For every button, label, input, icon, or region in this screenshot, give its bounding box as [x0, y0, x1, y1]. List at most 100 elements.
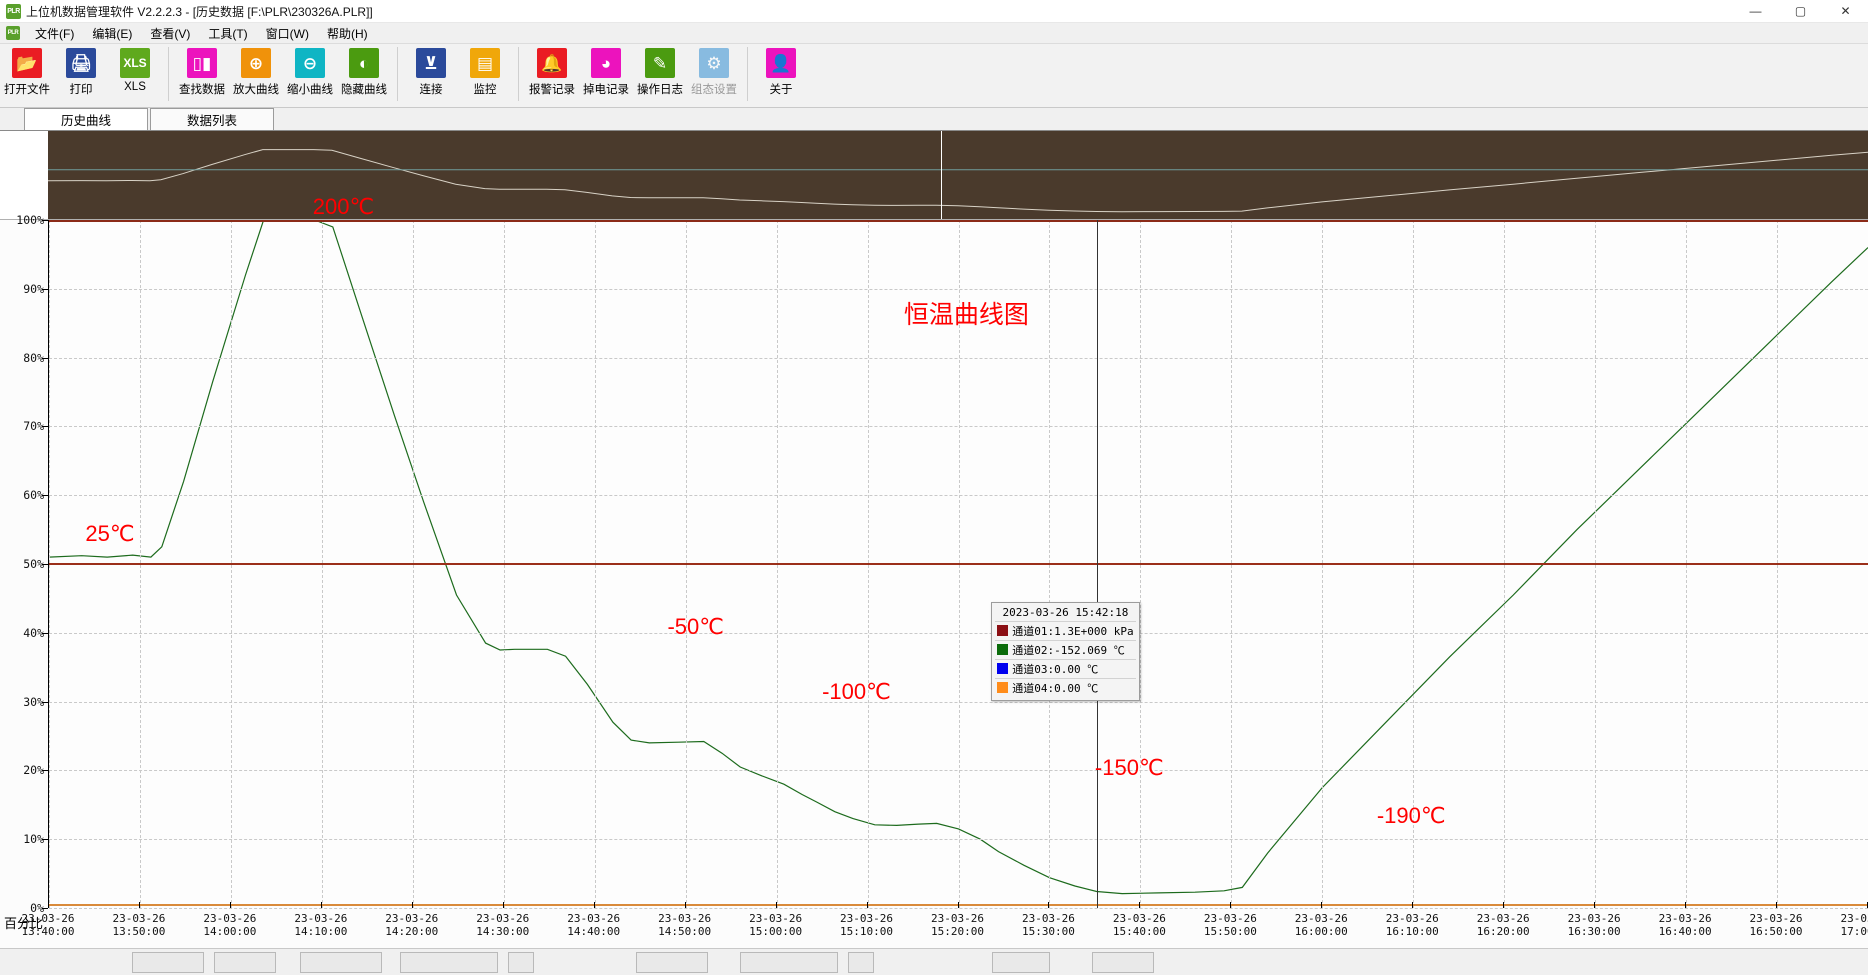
x-axis-tick-mark [48, 902, 49, 908]
bottom-control-7[interactable] [740, 952, 838, 973]
toolbar-button-operation-log[interactable]: ✎ 操作日志 [633, 45, 687, 106]
x-axis-tick-mark [593, 902, 595, 908]
close-button[interactable]: ✕ [1840, 4, 1851, 18]
plot-region[interactable]: 恒温曲线图 200℃ 25℃ -50℃ -100℃ -150℃ -190℃ 2023-03-2… [48, 195, 1868, 909]
toolbar-button-connect-plug[interactable]: ⊻ 连接 [404, 45, 458, 106]
menu-item-window[interactable]: 窗口(W) [265, 26, 309, 41]
y-axis-tick-label: 50% [23, 557, 44, 571]
x-axis-tick-date: 23-03-26 [931, 912, 984, 925]
menu-item-help[interactable]: 帮助(H) [326, 26, 368, 41]
bottom-control-9[interactable] [992, 952, 1050, 973]
menu-item-file[interactable]: 文件(F) [35, 26, 75, 41]
x-axis-tick-label: 23-03-26 15:00:00 [749, 912, 802, 938]
y-axis-tick-mark [42, 426, 48, 428]
minimize-button[interactable]: — [1749, 4, 1762, 18]
menu-item-edit[interactable]: 编辑(E) [92, 26, 133, 41]
legend-row-text: 通道04:0.00 ℃ [1012, 681, 1099, 695]
toolbar-button-zoom-out[interactable]: ⊖ 缩小曲线 [283, 45, 337, 106]
toolbar-button-open-file[interactable]: 📂 打开文件 [0, 45, 54, 106]
x-axis-tick-label: 23-03-26 14:00:00 [203, 912, 256, 938]
toolbar-button-power-loss[interactable]: ◕ 掉电记录 [579, 45, 633, 106]
y-axis-tick-label: 30% [23, 694, 44, 709]
x-axis-tick-time: 14:50:00 [658, 925, 712, 938]
x-axis-tick-mark [229, 902, 231, 908]
y-axis-tick-mark [42, 220, 48, 221]
x-axis-tick-time: 16:00:00 [1294, 925, 1348, 938]
settings-gear-icon: ⚙ [699, 48, 729, 78]
toolbar-button-zoom-in[interactable]: ⊕ 放大曲线 [229, 45, 283, 106]
y-axis-tick-label: 20% [23, 763, 44, 778]
x-axis-tick-label: 23-03-26 14:50:00 [658, 912, 711, 938]
bottom-control-6[interactable] [636, 952, 708, 973]
x-axis-tick-date: 23-03-26 [749, 912, 803, 925]
bottom-control-1[interactable] [132, 952, 204, 973]
x-axis-tick-label: 23-03-26 16:10:00 [1386, 912, 1439, 938]
toolbar-separator [518, 47, 519, 101]
bottom-control-5[interactable] [508, 952, 534, 973]
legend-timestamp: 2023-03-26 15:42:18 [1002, 605, 1129, 619]
y-axis-tick-label: 60% [23, 488, 44, 503]
toolbar-button-label: 打开文件 [4, 84, 50, 96]
toolbar-separator [397, 47, 398, 101]
x-axis-tick-time: 16:50:00 [1749, 925, 1803, 938]
toolbar-button-label: 连接 [419, 84, 443, 96]
overview-navigator[interactable] [0, 131, 1868, 220]
bottom-control-10[interactable] [1092, 952, 1154, 973]
toolbar-button-xls[interactable]: XLS XLS [108, 45, 162, 106]
y-axis-tick-mark [42, 701, 48, 703]
x-axis-tick-mark [1503, 902, 1505, 908]
y-axis-tick-mark [42, 770, 48, 772]
x-axis-tick-label: 23-03-26 15:30:00 [1022, 912, 1075, 938]
x-axis-tick-date: 23-03-26 [1021, 912, 1075, 925]
cursor-line[interactable] [1096, 220, 1098, 908]
printer-icon: 🖨 [66, 48, 96, 78]
grid-line-horizontal [49, 908, 1868, 909]
toolbar-button-label: 监控 [473, 84, 497, 96]
x-axis-tick-date: 23-03-26 [1385, 912, 1439, 925]
x-axis-tick-label: 23-03-26 13:50:00 [112, 912, 165, 938]
x-axis-tick-mark [1412, 902, 1414, 908]
legend-color-swatch [997, 663, 1009, 675]
bottom-control-3[interactable] [300, 952, 382, 973]
bottom-control-8[interactable] [848, 952, 874, 973]
x-axis-tick-label: 23-03-26 15:20:00 [931, 912, 984, 938]
tab-data-list[interactable]: 数据列表 [150, 108, 274, 130]
menu-item-view[interactable]: 查看(V) [150, 26, 191, 41]
toolbar-button-label: 掉电记录 [583, 84, 629, 96]
legend-color-swatch [997, 625, 1009, 637]
legend-tooltip[interactable]: 2023-03-26 15:42:18 通道01:1.3E+000 kPa 通道02… [991, 601, 1140, 701]
zoom-in-icon: ⊕ [241, 48, 271, 78]
x-axis-tick-date: 23-03-26 [203, 912, 257, 925]
toolbar-button-hide-curve[interactable]: ◐ 隐藏曲线 [337, 45, 391, 106]
overview-cursor[interactable] [941, 131, 943, 219]
y-axis-tick-mark [42, 288, 48, 290]
title-bar: PLR 上位机数据管理软件 V2.2.2.3 - [历史数据 [F:\PLR\2… [0, 0, 1868, 23]
toolbar-button-printer[interactable]: 🖨 打印 [54, 45, 108, 106]
toolbar-button-label: 操作日志 [637, 84, 683, 96]
x-axis-tick-time: 15:30:00 [1021, 925, 1075, 938]
toolbar-group-5: 👤 关于 [754, 45, 808, 105]
x-axis-tick-mark [1776, 902, 1778, 908]
maximize-button[interactable]: ▢ [1794, 4, 1807, 18]
x-axis-tick-time: 15:40:00 [1112, 925, 1166, 938]
toolbar-button-about-person[interactable]: 👤 关于 [754, 45, 808, 106]
toolbar-button-monitor[interactable]: ▤ 监控 [458, 45, 512, 106]
menu-bar: PLR 文件(F) 编辑(E) 查看(V) 工具(T) 窗口(W) 帮助(H) [0, 23, 1868, 44]
x-axis-tick-mark [1048, 902, 1050, 908]
bottom-control-2[interactable] [214, 952, 276, 973]
chart-annotation-3: -50℃ [667, 613, 724, 639]
x-axis-tick-mark [957, 902, 959, 908]
legend-color-swatch [997, 682, 1009, 694]
alarm-bell-icon: 🔔 [537, 48, 567, 78]
x-axis-tick-time: 16:20:00 [1476, 925, 1530, 938]
tab-history-curve[interactable]: 历史曲线 [24, 108, 148, 130]
menu-item-tools[interactable]: 工具(T) [208, 26, 248, 41]
toolbar-button-binoculars[interactable]: ▯▮ 查找数据 [175, 45, 229, 106]
toolbar-button-alarm-bell[interactable]: 🔔 报警记录 [525, 45, 579, 106]
overview-track[interactable] [48, 131, 1868, 219]
legend-row-1: 通道01:1.3E+000 kPa [995, 620, 1136, 640]
x-axis-tick-mark [1685, 902, 1687, 908]
toolbar-group-1: 📂 打开文件 🖨 打印 XLS XLS [0, 45, 162, 105]
bottom-control-4[interactable] [400, 952, 498, 973]
legend-row-4: 通道04:0.00 ℃ [995, 677, 1136, 697]
